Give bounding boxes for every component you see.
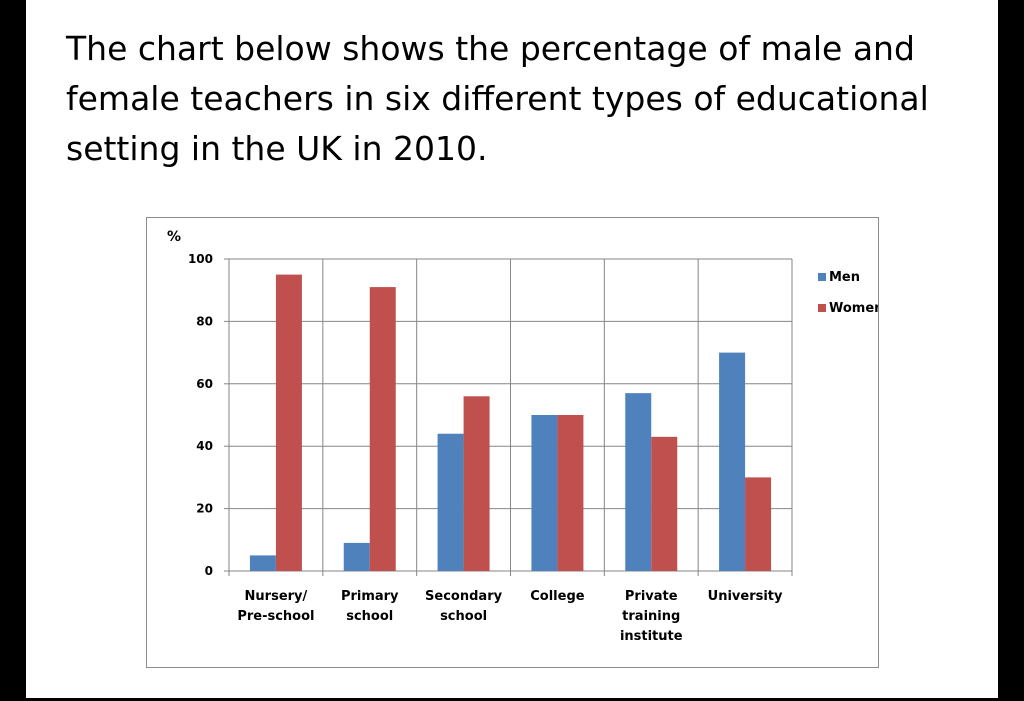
legend-label-men: Men	[829, 270, 860, 285]
x-tick-label: Nursery/Pre-school	[237, 589, 314, 624]
bar-women	[557, 415, 584, 571]
y-tick-label: 0	[205, 564, 213, 578]
x-tick-label: Private training institute	[620, 589, 683, 644]
y-tick-label: 100	[188, 252, 213, 266]
legend-swatch-men	[818, 273, 826, 281]
slide-heading: The chart below shows the percentage of …	[66, 29, 929, 168]
bar-women	[275, 274, 302, 571]
bar-men	[437, 433, 464, 571]
bar-men	[249, 555, 276, 571]
y-tick-label: 60	[196, 377, 213, 391]
y-axis-label: %	[167, 229, 181, 245]
x-tick-label: College	[530, 589, 585, 604]
bar-men	[625, 393, 652, 571]
bar-men	[343, 542, 370, 571]
x-tick-label: Primary school	[341, 589, 399, 624]
bar-women	[745, 477, 772, 571]
bar-women	[651, 436, 678, 571]
bar-men	[531, 415, 558, 571]
legend-label-women: Women	[829, 301, 878, 316]
chart-frame: 0 20 40 60 80 100% Nursery/Pre-school Primary sc…	[146, 217, 879, 668]
y-tick-label: 40	[196, 439, 213, 453]
x-tick-label: Secondary school	[425, 589, 503, 624]
bar-chart: 0 20 40 60 80 100% Nursery/Pre-school Primary sc…	[167, 229, 878, 644]
bar-women	[369, 287, 396, 571]
y-tick-label: 20	[196, 502, 213, 516]
legend-swatch-women	[818, 304, 826, 312]
bar-men	[719, 352, 746, 571]
bar-women	[463, 396, 490, 571]
y-tick-label: 80	[196, 314, 213, 328]
slide: The chart below shows the percentage of …	[26, 0, 998, 698]
x-tick-label: University	[708, 589, 783, 604]
